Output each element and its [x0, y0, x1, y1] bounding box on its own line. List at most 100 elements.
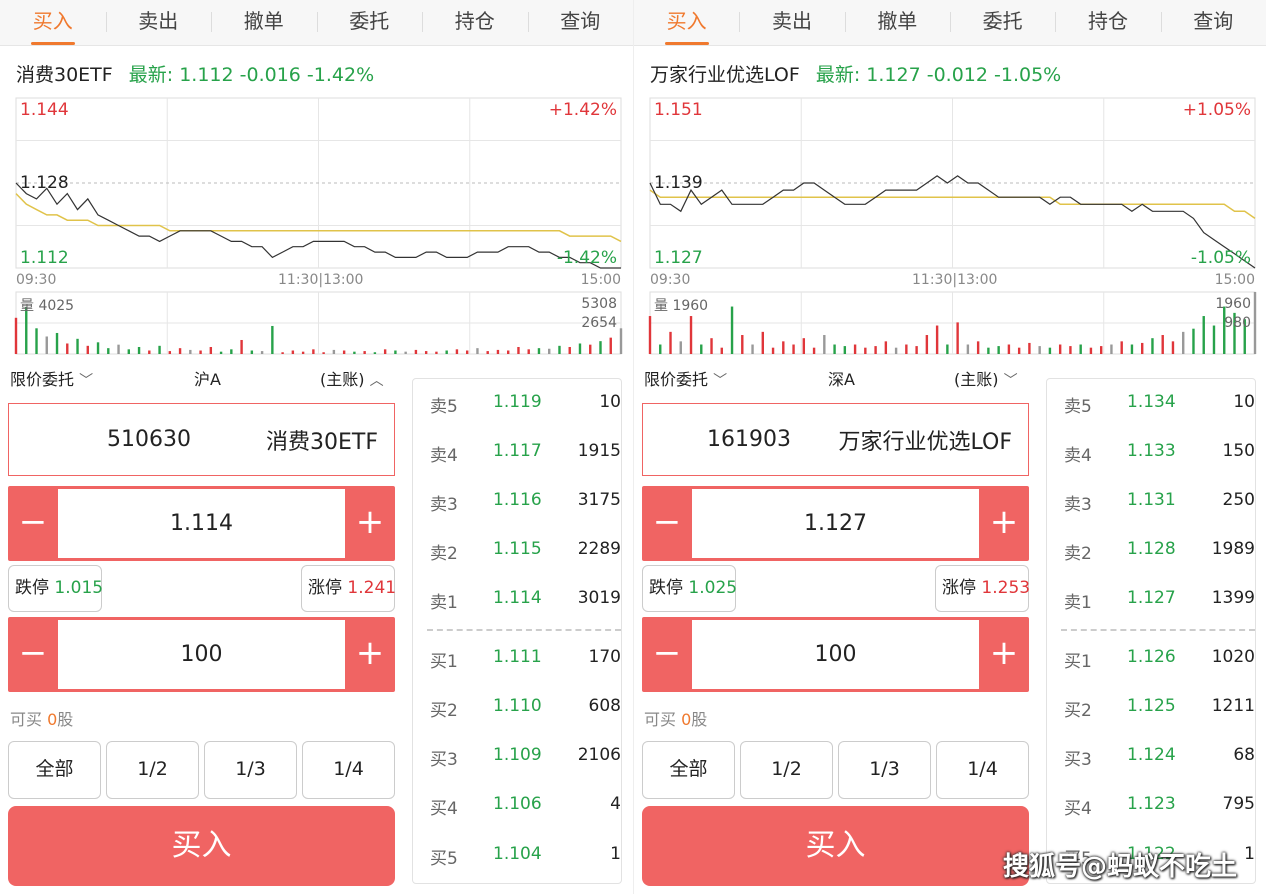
tab-sell[interactable]: 卖出: [105, 0, 212, 45]
price-low-label: 1.127: [654, 248, 703, 268]
tab-cancel[interactable]: 撤单: [211, 0, 317, 45]
volume-bar: [168, 351, 172, 354]
order-type-select[interactable]: 限价委托 ﹀: [10, 366, 93, 390]
ask-price: 1.117: [493, 441, 542, 461]
quantity-input[interactable]: 100: [692, 620, 979, 689]
bid-row-3[interactable]: 买3 1.124 68: [1047, 745, 1255, 775]
tab-query[interactable]: 查询: [527, 0, 634, 45]
chevron-down-icon: ﹀: [713, 373, 728, 389]
ask-volume: 2289: [577, 539, 621, 559]
ask-row-1[interactable]: 卖1 1.127 1399: [1047, 588, 1255, 618]
volume-bar: [199, 350, 202, 354]
tab-positions[interactable]: 持仓: [422, 0, 528, 45]
volume-bar: [1099, 346, 1103, 354]
volume-bar: [599, 341, 602, 354]
quantity-increase-button[interactable]: +: [355, 633, 385, 673]
time-end-label: 15:00: [580, 272, 621, 288]
ask-row-2[interactable]: 卖2 1.128 1989: [1047, 539, 1255, 569]
volume-bar: [1130, 344, 1134, 354]
order-type-label: 限价委托: [10, 370, 75, 389]
quantity-decrease-button[interactable]: −: [18, 633, 48, 673]
bid-row-5[interactable]: 买5 1.104 1: [413, 844, 621, 874]
order-book-divider: [427, 629, 621, 631]
bid-price: 1.122: [1127, 844, 1176, 864]
limit-up-button[interactable]: 涨停 1.253: [935, 565, 1030, 612]
tab-buy[interactable]: 买入: [634, 0, 739, 45]
order-book: 卖5 1.134 10 卖4 1.133 150 卖3 1.131 250 卖2 1.128 1…: [1046, 378, 1256, 884]
ask-row-1[interactable]: 卖1 1.114 3019: [413, 588, 621, 618]
volume-bar: [281, 352, 284, 354]
volume-bar: [373, 352, 377, 354]
account-select[interactable]: (主账) ﹀: [954, 366, 1018, 390]
chevron-up-icon: ︿: [369, 373, 384, 389]
price-low-label: 1.112: [20, 248, 69, 268]
volume-bar: [45, 336, 48, 354]
ask-volume: 3019: [577, 588, 621, 608]
price-input[interactable]: 1.127: [692, 489, 979, 558]
limit-down-button[interactable]: 跌停 1.015: [8, 565, 103, 612]
ask-row-4[interactable]: 卖4 1.133 150: [1047, 441, 1255, 471]
volume-bar: [312, 349, 315, 354]
intraday-chart[interactable]: 1.151 +1.05% 1.139 1.127 -1.05% 09:30 11…: [648, 97, 1257, 360]
volume-bar: [1048, 347, 1052, 354]
time-mid-label: 11:30|13:00: [278, 272, 364, 288]
ratio-third-button[interactable]: 1/3: [838, 741, 931, 799]
bid-price: 1.126: [1127, 647, 1176, 667]
bid-row-4[interactable]: 买4 1.106 4: [413, 794, 621, 824]
market-label[interactable]: 深A: [828, 370, 855, 389]
bid-row-2[interactable]: 买2 1.125 1211: [1047, 696, 1255, 726]
ratio-all-button[interactable]: 全部: [642, 741, 735, 799]
volume-bar: [730, 306, 734, 354]
quantity-stepper: − 100 +: [642, 617, 1029, 692]
quantity-input[interactable]: 100: [58, 620, 345, 689]
tab-cancel[interactable]: 撤单: [844, 0, 950, 45]
ask-row-5[interactable]: 卖5 1.119 10: [413, 392, 621, 422]
bid-row-5[interactable]: 买5 1.122 1: [1047, 844, 1255, 874]
account-select[interactable]: (主账) ︿: [320, 366, 384, 390]
buy-button[interactable]: 买入: [8, 806, 395, 886]
ratio-third-button[interactable]: 1/3: [204, 741, 297, 799]
bid-label: 买1: [1064, 652, 1092, 672]
tab-sell[interactable]: 卖出: [739, 0, 844, 45]
price-increase-button[interactable]: +: [355, 502, 385, 542]
tab-positions[interactable]: 持仓: [1055, 0, 1160, 45]
price-input[interactable]: 1.114: [58, 489, 345, 558]
ratio-quarter-button[interactable]: 1/4: [302, 741, 395, 799]
tab-query[interactable]: 查询: [1160, 0, 1266, 45]
quantity-increase-button[interactable]: +: [989, 633, 1019, 673]
ratio-half-button[interactable]: 1/2: [106, 741, 199, 799]
ask-row-3[interactable]: 卖3 1.116 3175: [413, 490, 621, 520]
bid-row-1[interactable]: 买1 1.126 1020: [1047, 647, 1255, 677]
price-decrease-button[interactable]: −: [18, 502, 48, 542]
buy-button[interactable]: 买入: [642, 806, 1029, 886]
quantity-decrease-button[interactable]: −: [652, 633, 682, 673]
security-code-input[interactable]: 161903 万家行业优选LOF: [642, 403, 1029, 476]
bid-row-4[interactable]: 买4 1.123 795: [1047, 794, 1255, 824]
limit-down-button[interactable]: 跌停 1.025: [642, 565, 737, 612]
price-decrease-button[interactable]: −: [652, 502, 682, 542]
tab-buy[interactable]: 买入: [0, 0, 106, 45]
ask-row-5[interactable]: 卖5 1.134 10: [1047, 392, 1255, 422]
intraday-chart[interactable]: 1.144 +1.42% 1.128 1.112 -1.42% 09:30 11…: [14, 97, 623, 360]
ratio-quarter-button[interactable]: 1/4: [936, 741, 1029, 799]
tab-orders[interactable]: 委托: [316, 0, 423, 45]
volume-bar: [178, 348, 182, 354]
limit-up-button[interactable]: 涨停 1.241: [301, 565, 396, 612]
ratio-all-button[interactable]: 全部: [8, 741, 101, 799]
ask-row-2[interactable]: 卖2 1.115 2289: [413, 539, 621, 569]
can-buy-unit: 股: [691, 710, 708, 729]
ask-row-3[interactable]: 卖3 1.131 250: [1047, 490, 1255, 520]
bid-row-3[interactable]: 买3 1.109 2106: [413, 745, 621, 775]
volume-bar: [558, 345, 561, 354]
market-label[interactable]: 沪A: [194, 370, 221, 389]
ask-price: 1.115: [493, 539, 542, 559]
tab-orders[interactable]: 委托: [949, 0, 1055, 45]
bid-row-2[interactable]: 买2 1.110 608: [413, 696, 621, 726]
ratio-half-button[interactable]: 1/2: [740, 741, 833, 799]
price-increase-button[interactable]: +: [989, 502, 1019, 542]
price-mid-label: 1.128: [20, 173, 69, 193]
bid-row-1[interactable]: 买1 1.111 170: [413, 647, 621, 677]
ask-row-4[interactable]: 卖4 1.117 1915: [413, 441, 621, 471]
order-type-select[interactable]: 限价委托 ﹀: [644, 366, 727, 390]
security-code-input[interactable]: 510630 消费30ETF: [8, 403, 395, 476]
